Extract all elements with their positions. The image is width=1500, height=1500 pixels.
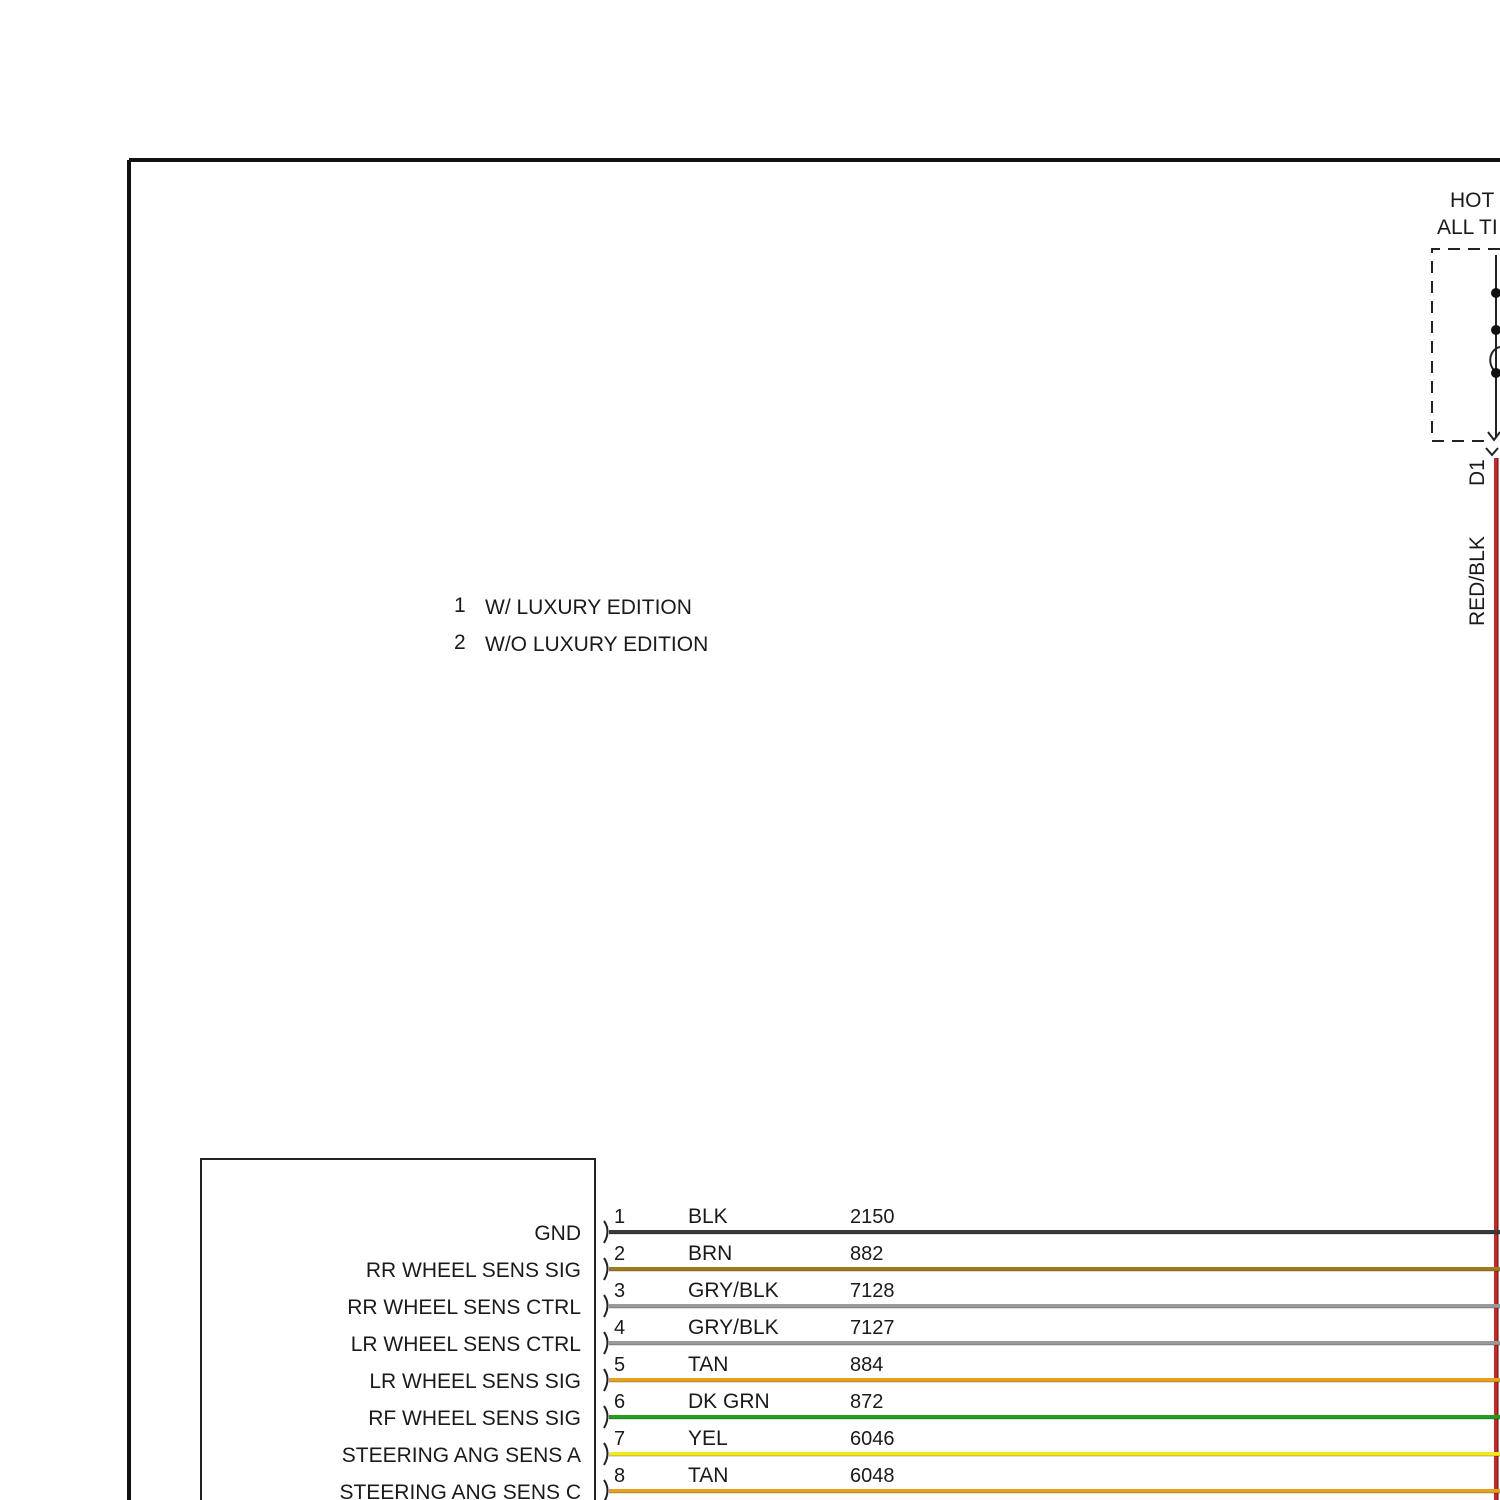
pin-connector-bracket (603, 1442, 609, 1466)
pin-signal-label: RF WHEEL SENS SIG (368, 1407, 581, 1430)
circuit-number: 6048 (850, 1465, 895, 1487)
circuit-number: 872 (850, 1391, 883, 1413)
pin-signal-label: RR WHEEL SENS CTRL (347, 1296, 581, 1319)
power-wire-color-code: RED/BLK (1466, 536, 1489, 626)
wire-color-code: DK GRN (688, 1390, 770, 1413)
pin-connector-bracket (603, 1220, 609, 1244)
wire-color-code: GRY/BLK (688, 1316, 779, 1339)
pin-signal-label: RR WHEEL SENS SIG (366, 1259, 581, 1282)
wire-color-code: TAN (688, 1353, 728, 1376)
wire-color-code: GRY/BLK (688, 1279, 779, 1302)
pin-connector-bracket (603, 1368, 609, 1392)
module-box (200, 1158, 596, 1500)
wire-color-code: BRN (688, 1242, 732, 1265)
power-label-line1: HOT (1450, 189, 1495, 212)
pin-number: 5 (614, 1354, 625, 1376)
circuit-number: 6046 (850, 1428, 895, 1450)
pin-connector-bracket (603, 1479, 609, 1500)
circuit-number: 7128 (850, 1280, 895, 1302)
fuse-contact-dot (1491, 325, 1500, 335)
pin-signal-label: LR WHEEL SENS CTRL (351, 1333, 581, 1356)
wire-color-code: TAN (688, 1464, 728, 1487)
terminal-chevron (1487, 431, 1500, 442)
wire-color-code: BLK (688, 1205, 728, 1228)
note-number: 2 (454, 631, 466, 654)
pin-signal-label: GND (534, 1222, 581, 1245)
terminal-label: D1 (1466, 459, 1489, 486)
connector: GND 1 BLK 2150 RR WHEEL SENS SIG 2 BRN 882 RR WH… (339, 1205, 1500, 1500)
pin-signal-label: STEERING ANG SENS A (342, 1444, 581, 1467)
pin-number: 2 (614, 1243, 625, 1265)
circuit-number: 7127 (850, 1317, 895, 1339)
pin-number: 3 (614, 1280, 625, 1302)
wire-color-code: YEL (688, 1427, 728, 1450)
fuse-box (1431, 248, 1500, 457)
pin-number: 7 (614, 1428, 625, 1450)
power-label-line2: ALL TI (1437, 216, 1498, 239)
pin-number: 4 (614, 1317, 625, 1339)
terminal-bracket (1485, 447, 1499, 457)
pin-connector-bracket (603, 1257, 609, 1281)
pin-number: 8 (614, 1465, 625, 1487)
circuit-number: 2150 (850, 1206, 895, 1228)
pin-connector-bracket (603, 1405, 609, 1429)
fuse-contact-dot (1491, 368, 1500, 378)
pin-signal-label: STEERING ANG SENS C (339, 1481, 581, 1500)
pin-number: 6 (614, 1391, 625, 1413)
note-text: W/O LUXURY EDITION (485, 633, 708, 656)
circuit-number: 882 (850, 1243, 883, 1265)
fuse-contact-dot (1491, 288, 1500, 298)
circuit-number: 884 (850, 1354, 883, 1376)
note-text: W/ LUXURY EDITION (485, 596, 692, 619)
pin-number: 1 (614, 1206, 625, 1228)
pin-signal-label: LR WHEEL SENS SIG (369, 1370, 581, 1393)
page-border (127, 158, 1500, 1500)
pin-connector-bracket (603, 1294, 609, 1318)
pin-connector-bracket (603, 1331, 609, 1355)
note-number: 1 (454, 594, 466, 617)
notes-legend: 1 W/ LUXURY EDITION 2 W/O LUXURY EDITION (454, 594, 708, 656)
